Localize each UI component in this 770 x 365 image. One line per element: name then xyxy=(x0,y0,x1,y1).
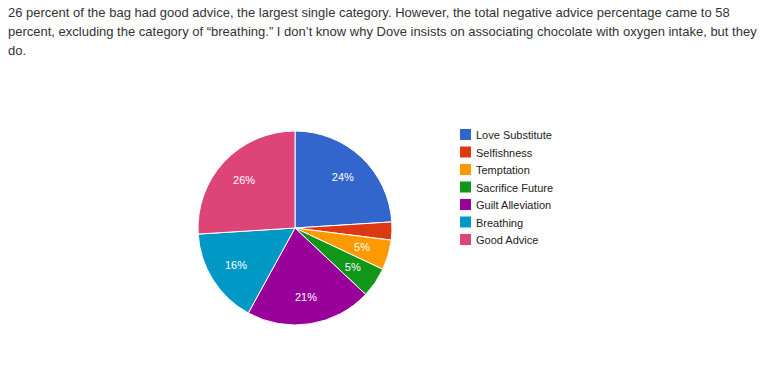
pie-slice xyxy=(198,131,295,234)
legend-swatch xyxy=(460,164,471,175)
annotation: 26 percent of the bag had good advice, t… xyxy=(8,3,760,60)
legend-label: Guilt Alleviation xyxy=(476,199,551,211)
legend-label: Love Substitute xyxy=(476,129,552,141)
legend-label: Sacrifice Future xyxy=(476,182,553,194)
data-label: 26% xyxy=(233,174,255,186)
pie-slice xyxy=(295,131,392,228)
data-labels: 24% 5% 5% 21% 16% 26% xyxy=(225,171,370,303)
legend-swatch xyxy=(460,182,471,193)
chart: 24% 5% 5% 21% 16% 26% Love Substitute Selfishne… xyxy=(0,0,770,365)
legend-label: Selfishness xyxy=(476,147,533,159)
legend-label: Breathing xyxy=(476,217,523,229)
data-label: 16% xyxy=(225,259,247,271)
legend-swatch xyxy=(460,199,471,210)
data-label: 21% xyxy=(295,291,317,303)
legend-swatch xyxy=(460,147,471,158)
legend-label: Good Advice xyxy=(476,234,538,246)
legend-swatch xyxy=(460,129,471,140)
legend: Love Substitute Selfishness Temptation Sacr… xyxy=(460,129,553,246)
legend-swatch xyxy=(460,217,471,228)
data-label: 5% xyxy=(354,241,370,253)
data-label: 5% xyxy=(345,261,361,273)
legend-label: Temptation xyxy=(476,164,530,176)
data-label: 24% xyxy=(332,171,354,183)
page: {"chart_data": {"type": "pie", "annotati… xyxy=(0,0,770,365)
pie-slice xyxy=(198,228,295,313)
pie xyxy=(198,131,392,325)
legend-swatch xyxy=(460,234,471,245)
